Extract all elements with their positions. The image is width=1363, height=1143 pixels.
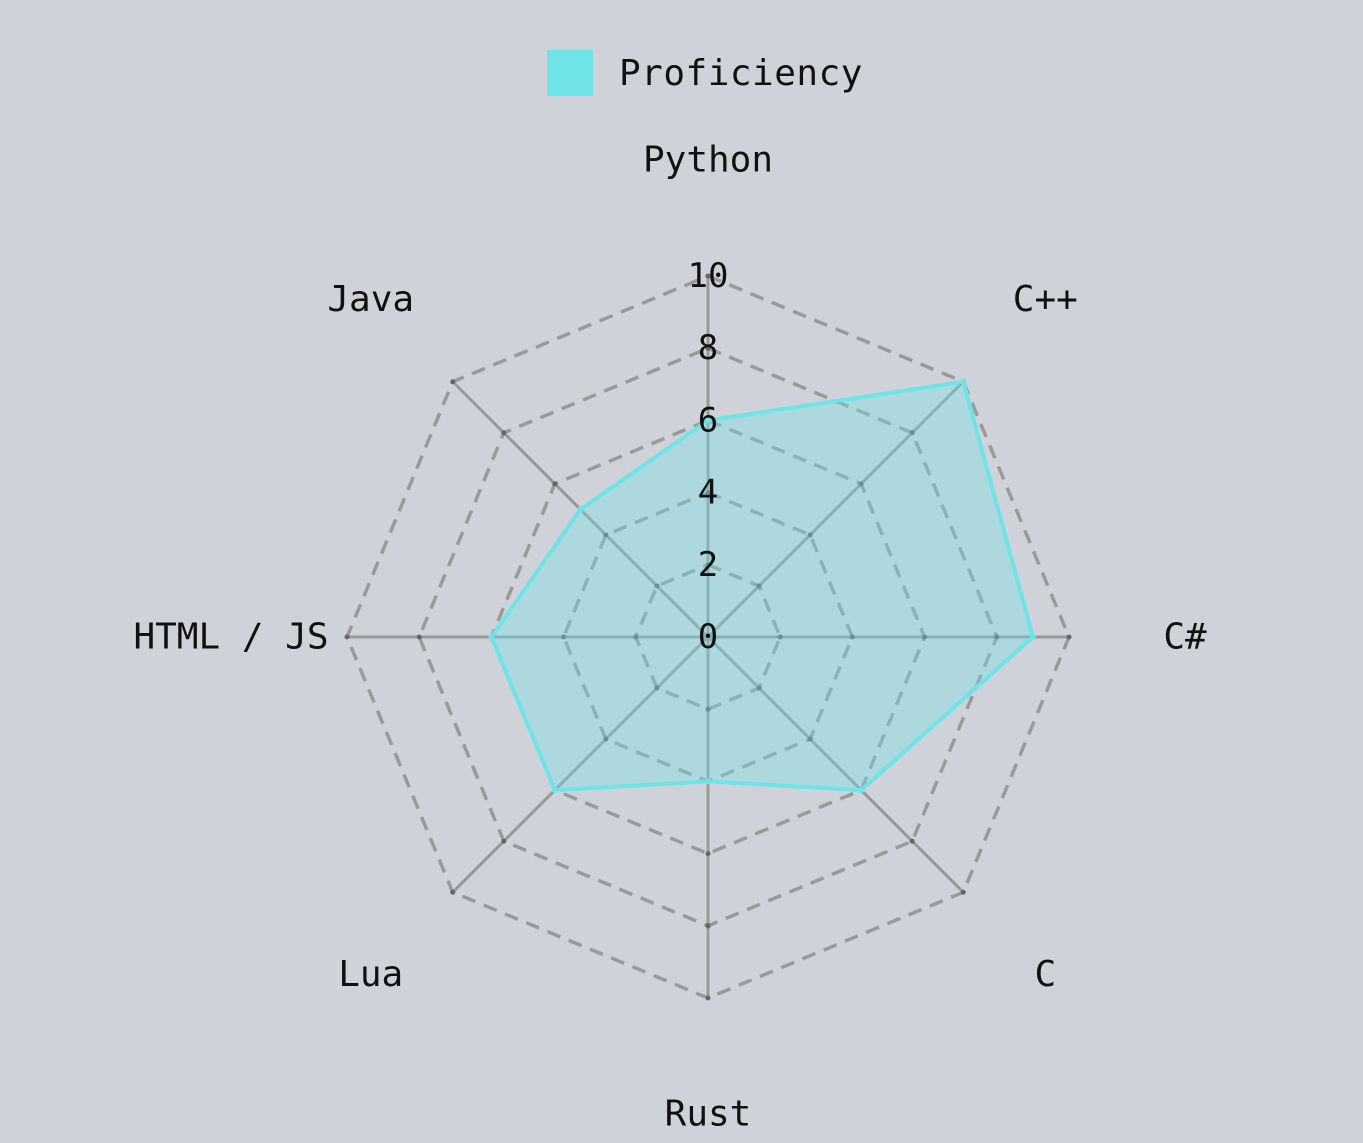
axis-label-1: C++ <box>1013 279 1078 320</box>
grid-point <box>961 890 966 895</box>
tick-label: 0 <box>698 617 718 657</box>
tick-label: 2 <box>698 545 718 585</box>
data-point <box>705 778 711 784</box>
series-area-0 <box>491 382 1033 790</box>
axis-label-3: C <box>1034 954 1056 995</box>
grid-point <box>501 839 506 844</box>
data-point <box>1030 634 1036 640</box>
grid-point <box>706 996 711 1001</box>
grid-point <box>450 379 455 384</box>
axis-label-7: Java <box>327 279 414 320</box>
tick-label: 8 <box>698 328 718 368</box>
axis-label-2: C# <box>1163 617 1207 658</box>
axis-label-4: Rust <box>665 1094 752 1135</box>
grid-point <box>706 851 711 856</box>
grid-point <box>910 839 915 844</box>
grid-point <box>417 635 422 640</box>
data-point <box>488 634 494 640</box>
tick-label: 6 <box>698 400 718 440</box>
data-point <box>552 787 558 793</box>
data-point <box>577 506 583 512</box>
grid-point <box>345 635 350 640</box>
grid-point <box>552 481 557 486</box>
axis-label-5: Lua <box>338 954 403 995</box>
grid-point <box>706 923 711 928</box>
data-point <box>960 379 966 385</box>
axis-label-0: Python <box>643 140 773 181</box>
grid-point <box>450 890 455 895</box>
axis-label-6: HTML / JS <box>133 617 328 658</box>
tick-label: 10 <box>688 256 729 296</box>
tick-label: 4 <box>698 473 718 513</box>
grid-point <box>1067 635 1072 640</box>
data-point <box>858 787 864 793</box>
grid-point <box>501 430 506 435</box>
